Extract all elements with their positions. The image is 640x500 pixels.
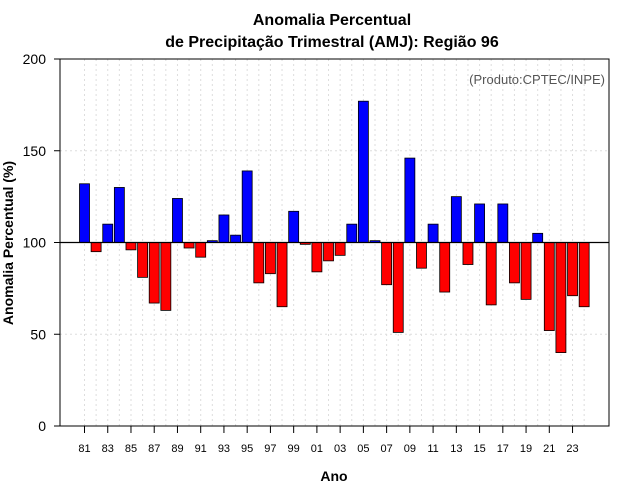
bar-1997 <box>265 242 276 275</box>
bar-1994 <box>230 234 241 243</box>
bar-1993 <box>218 214 230 243</box>
bar-1989 <box>172 198 183 243</box>
bar-2013 <box>450 196 462 243</box>
bar-1999 <box>288 210 300 243</box>
x-tick-label: 81 <box>78 443 90 455</box>
bar-2023 <box>567 242 578 297</box>
x-tick-label: 13 <box>450 443 462 455</box>
bar-2008 <box>392 242 404 333</box>
x-tick-label: 87 <box>148 443 160 455</box>
x-tick-label: 99 <box>288 443 300 455</box>
x-tick-label: 03 <box>334 443 346 455</box>
bar-2014 <box>462 242 474 265</box>
x-tick-label: 93 <box>218 443 230 455</box>
y-axis: 0 50 100 150 200 <box>23 51 60 434</box>
bar-1998 <box>276 242 288 308</box>
y-tick-label: 50 <box>30 326 46 342</box>
bar-2012 <box>439 242 451 293</box>
x-tick-label: 89 <box>171 443 183 455</box>
x-tick-label: 15 <box>473 443 485 455</box>
bar-2021 <box>543 242 555 331</box>
bar-2001 <box>311 242 323 273</box>
source-annotation: (Produto:CPTEC/INPE) <box>469 72 605 87</box>
x-tick-label: 85 <box>125 443 137 455</box>
bar-2024 <box>578 242 590 308</box>
x-tick-label: 95 <box>241 443 253 455</box>
x-axis-label: Ano <box>320 468 347 484</box>
y-axis-label: Anomalia Percentual (%) <box>0 161 16 325</box>
x-tick-label: 05 <box>357 443 369 455</box>
bar-1984 <box>113 187 125 243</box>
bar-1990 <box>183 242 195 249</box>
x-tick-label: 07 <box>380 443 392 455</box>
bars <box>79 100 590 353</box>
bar-1986 <box>137 242 149 278</box>
x-tick-label: 23 <box>566 443 578 455</box>
x-axis: 81 83 85 87 89 91 93 95 97 99 01 03 05 07 09 11 13 15 17 19… <box>78 426 579 455</box>
x-tick-label: 83 <box>102 443 114 455</box>
y-tick-label: 100 <box>23 235 47 251</box>
x-tick-label: 91 <box>195 443 207 455</box>
bar-2019 <box>520 242 532 300</box>
bar-1995 <box>241 170 253 243</box>
bar-2015 <box>474 203 485 243</box>
x-tick-label: 01 <box>311 443 323 455</box>
y-tick-label: 0 <box>38 418 46 434</box>
bar-2002 <box>323 242 334 262</box>
bar-2010 <box>416 242 427 269</box>
bar-1988 <box>160 242 172 311</box>
chart-title-line1: Anomalia Percentual <box>253 12 411 29</box>
bar-2003 <box>334 242 346 256</box>
bar-1983 <box>102 223 114 243</box>
bar-2007 <box>381 242 393 286</box>
bar-2016 <box>485 242 497 306</box>
x-tick-label: 19 <box>520 443 532 455</box>
chart-title-line2: de Precipitação Trimestral (AMJ): Região… <box>165 34 499 51</box>
bar-1985 <box>125 242 137 251</box>
bar-2004 <box>346 223 358 243</box>
bar-2005 <box>357 100 369 243</box>
bar-2017 <box>497 203 509 243</box>
x-tick-label: 21 <box>543 443 555 455</box>
bar-1996 <box>253 242 265 284</box>
bar-1982 <box>90 242 102 253</box>
x-tick-label: 11 <box>427 443 438 455</box>
bar-2020 <box>532 232 544 243</box>
bar-1987 <box>148 242 160 304</box>
x-tick-label: 09 <box>404 443 416 455</box>
y-tick-label: 200 <box>23 51 47 67</box>
grid <box>60 59 609 426</box>
x-tick-label: 97 <box>264 443 276 455</box>
bar-2022 <box>555 242 567 353</box>
bar-2011 <box>427 223 439 243</box>
x-tick-label: 17 <box>497 443 509 455</box>
bar-2018 <box>509 242 520 284</box>
bar-2009 <box>404 157 416 243</box>
bar-1991 <box>195 242 207 258</box>
y-tick-label: 150 <box>23 143 47 159</box>
bar-1981 <box>79 183 90 243</box>
